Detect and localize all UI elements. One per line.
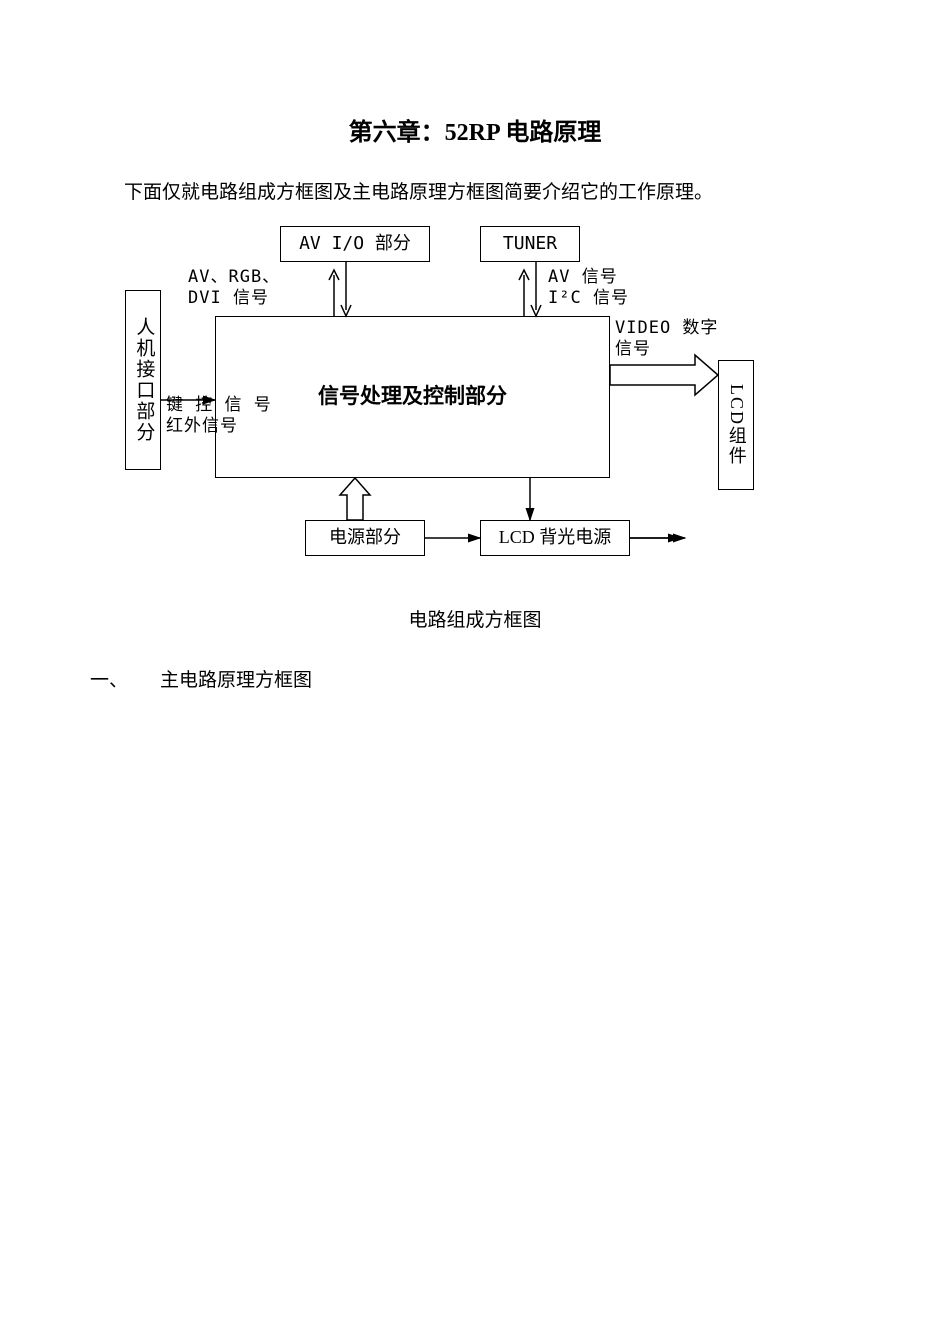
edge-tuner-sigproc [519, 262, 541, 316]
node-lcd-backlight: LCD 背光电源 [480, 520, 630, 556]
chapter-title: 第六章：52RP 电路原理 [0, 112, 950, 147]
intro-paragraph: 下面仅就电路组成方框图及主电路原理方框图简要介绍它的工作原理。 [124, 177, 713, 204]
node-power-label: 电源部分 [329, 527, 401, 549]
node-lcd-label: LCD组件 [725, 384, 747, 466]
section-number: 一、 [90, 665, 128, 692]
node-sigproc-label: 信号处理及控制部分 [318, 384, 507, 409]
label-key-ir: 键 控 信 号 红外信号 [166, 395, 272, 438]
node-lcd-backlight-label: LCD 背光电源 [499, 527, 612, 549]
section-heading: 主电路原理方框图 [160, 665, 312, 692]
label-av-signal: AV、RGB、 DVI 信号 [188, 267, 280, 310]
node-lcd: LCD组件 [718, 360, 754, 490]
node-tuner: TUNER [480, 226, 580, 262]
node-hmi-label: 人机接口部分 [132, 317, 155, 443]
label-tuner-signal: AV 信号 I²C 信号 [548, 267, 629, 310]
diagram-caption: 电路组成方框图 [0, 605, 950, 632]
node-hmi: 人机接口部分 [125, 290, 161, 470]
node-tuner-label: TUNER [503, 233, 557, 255]
edge-avio-sigproc [329, 262, 351, 316]
node-sigproc: 信号处理及控制部分 [215, 316, 610, 478]
edge-sigproc-lcd [610, 355, 718, 395]
node-av-io: AV I/O 部分 [280, 226, 430, 262]
edge-power-sigproc [340, 478, 370, 520]
label-video-signal: VIDEO 数字 信号 [615, 318, 718, 361]
node-power: 电源部分 [305, 520, 425, 556]
edge-lcdbl-lcd-2 [680, 490, 735, 538]
node-av-io-label: AV I/O 部分 [299, 233, 411, 255]
